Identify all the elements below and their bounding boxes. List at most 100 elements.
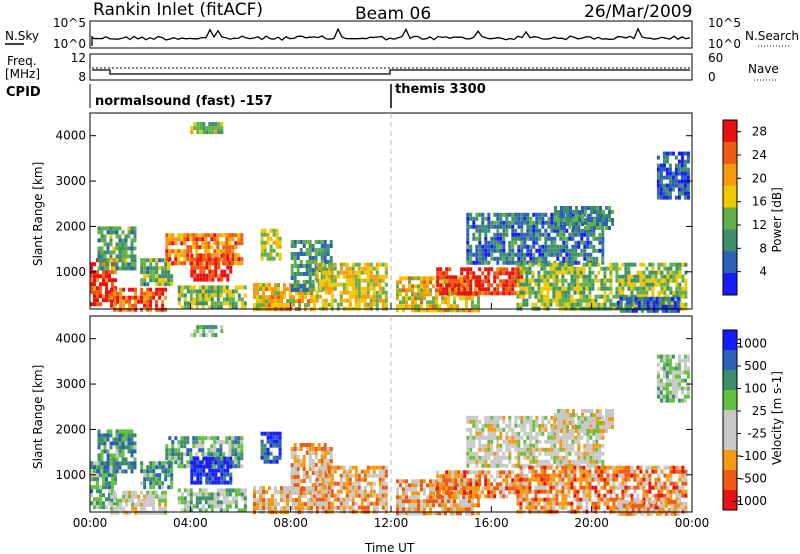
power-cell [321, 262, 325, 267]
power-cell [578, 210, 581, 214]
power-cell [496, 232, 500, 237]
power-cell [190, 126, 194, 131]
power-cell [143, 299, 147, 304]
power-cell [202, 130, 206, 135]
velocity-cell [454, 470, 458, 475]
power-cell [529, 244, 533, 249]
power-cell [99, 274, 102, 279]
velocity-cell [112, 461, 116, 466]
velocity-cell [274, 490, 277, 495]
velocity-cell [275, 431, 279, 436]
velocity-cell [474, 479, 477, 484]
power-cell [514, 212, 518, 217]
power-cell [493, 220, 497, 225]
power-cell [366, 302, 370, 307]
velocity-cell [490, 486, 494, 491]
power-cell [457, 291, 461, 296]
velocity-cell [556, 431, 560, 436]
power-cell [562, 256, 566, 261]
power-cell [164, 287, 168, 292]
power-cell [272, 256, 276, 261]
velocity-cell [453, 491, 456, 496]
power-cell [460, 267, 464, 272]
velocity-cell [372, 501, 376, 506]
power-cell [339, 294, 343, 299]
power-cell [547, 216, 551, 221]
power-cell [668, 175, 672, 180]
velocity-cell [357, 505, 361, 510]
velocity-cell [237, 488, 241, 493]
power-cell [453, 304, 456, 309]
power-cell [555, 282, 559, 287]
velocity-cell [420, 499, 423, 504]
power-cell [588, 282, 592, 287]
power-cell [115, 262, 119, 267]
power-cell [680, 175, 684, 180]
velocity-cell [96, 505, 99, 510]
velocity-cell [453, 511, 456, 516]
velocity-cell [321, 497, 325, 502]
power-cell [576, 302, 580, 307]
velocity-cell [237, 448, 241, 453]
power-cell [677, 151, 681, 156]
power-cell [324, 278, 328, 283]
velocity-cell [550, 439, 554, 444]
power-cell [174, 257, 178, 262]
velocity-cell [186, 500, 190, 505]
power-cell [315, 266, 319, 271]
power-cell [354, 286, 358, 291]
power-cell [588, 266, 592, 271]
power-cell [417, 284, 420, 289]
power-cell [674, 175, 678, 180]
velocity-cell [231, 496, 235, 501]
velocity-cell [223, 480, 227, 485]
power-cell [237, 293, 241, 298]
power-cell [208, 130, 212, 135]
velocity-cell [457, 474, 461, 479]
power-cell [466, 228, 470, 233]
velocity-cell [499, 494, 503, 499]
power-cell [511, 216, 515, 221]
power-cell [399, 288, 402, 293]
power-cell [102, 294, 105, 299]
velocity-cell [571, 431, 575, 436]
power-cell [299, 288, 303, 292]
velocity-cell [363, 493, 367, 498]
power-cell [253, 303, 256, 308]
velocity-cell [165, 444, 169, 449]
power-cell [583, 256, 587, 261]
power-cell [546, 278, 550, 283]
power-cell [196, 265, 200, 270]
velocity-cell [219, 448, 223, 453]
power-cell [487, 283, 491, 288]
power-cell [525, 274, 529, 279]
velocity-cell [535, 435, 539, 440]
velocity-cell [128, 494, 132, 499]
velocity-cell [396, 491, 399, 496]
power-cell [514, 291, 518, 296]
power-cell [597, 262, 601, 267]
power-cell [583, 220, 587, 225]
power-cell [559, 248, 563, 253]
velocity-cell [127, 429, 131, 434]
velocity-cell [111, 485, 114, 490]
power-cell [589, 212, 593, 217]
power-cell [576, 278, 580, 283]
velocity-cell [571, 439, 575, 444]
power-cell [103, 250, 107, 255]
velocity-cell [420, 511, 423, 516]
velocity-cell [324, 481, 328, 486]
velocity-cell [348, 481, 352, 486]
power-cell [528, 262, 532, 267]
velocity-cell [595, 459, 599, 464]
power-cell [621, 274, 625, 279]
power-cell [259, 287, 262, 292]
velocity-cell [472, 486, 476, 491]
velocity-cell [502, 455, 506, 460]
velocity-cell [311, 459, 315, 463]
power-cell [378, 282, 382, 287]
power-cell [663, 278, 667, 283]
power-cell [560, 206, 563, 210]
velocity-cell [484, 451, 488, 456]
velocity-cell [311, 447, 315, 451]
